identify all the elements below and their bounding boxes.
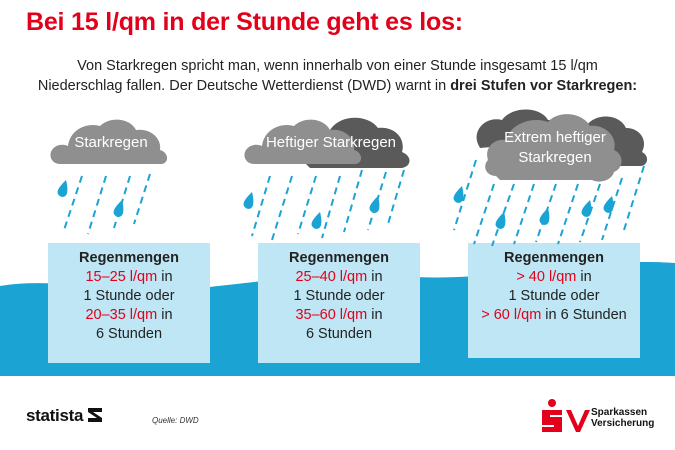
level-1-line-1: 15–25 l/qm in: [48, 268, 210, 287]
rain-illustration: [0, 109, 675, 376]
level-1-box: [48, 243, 210, 363]
level-2-line-3: 35–60 l/qm in: [258, 306, 420, 325]
intro-line-2-text: Niederschlag fallen. Der Deutsche Wetter…: [37, 78, 451, 94]
source-note: Quelle: DWD: [152, 416, 199, 425]
page-title: Bei 15 l/qm in der Stunde geht es los:: [26, 8, 463, 36]
cloud-2-icon: [244, 117, 410, 168]
cloud-1-label: Starkregen: [74, 134, 148, 151]
level-3-line-3: > 60 l/qm in 6 Stunden: [468, 306, 640, 325]
raindrops-level-2: [243, 192, 380, 229]
intro-line-2: Niederschlag fallen. Der Deutsche Wetter…: [0, 76, 675, 96]
intro-line-1: Von Starkregen spricht man, wenn innerha…: [77, 58, 598, 74]
level-3-range-1: > 40 l/qm: [516, 269, 577, 285]
level-2-box: [258, 243, 420, 363]
level-2-range-1: 25–40 l/qm: [295, 269, 368, 285]
level-2-line-2: 1 Stunde oder: [293, 288, 385, 304]
level-3-range-2-suffix: in 6 Stunden: [541, 307, 627, 323]
level-2-range-1-suffix: in: [367, 269, 383, 285]
level-1-range-2-suffix: in: [157, 307, 173, 323]
level-2-range-2: 35–60 l/qm: [295, 307, 368, 323]
insurer-line-2: Versicherung: [591, 418, 655, 429]
level-1-range-1-suffix: in: [157, 269, 173, 285]
level-1-line-3: 20–35 l/qm in: [48, 306, 210, 325]
level-1-line-4: 6 Stunden: [95, 326, 163, 342]
level-3-heading: Regenmengen: [504, 250, 604, 266]
raindrops-level-3: [453, 186, 614, 229]
insurer-name: Sparkassen Versicherung: [591, 407, 654, 429]
level-2-range-2-suffix: in: [367, 307, 383, 323]
level-2-line-1: 25–40 l/qm in: [258, 268, 420, 287]
level-3-box: [468, 243, 640, 358]
intro-text: Von Starkregen spricht man, wenn innerha…: [0, 56, 675, 96]
cloud-2-label: Heftiger Starkregen: [265, 134, 397, 151]
level-2-line-4: 6 Stunden: [305, 326, 373, 342]
raindrops-level-1: [57, 180, 124, 217]
level-1-line-2: 1 Stunde oder: [83, 288, 175, 304]
cloud-3-label: Extrem heftiger Starkregen: [484, 128, 626, 168]
statista-logo: statista: [26, 406, 84, 425]
cloud-3-label-line-2: Starkregen: [518, 149, 592, 166]
intro-line-2-bold: drei Stufen vor Starkregen:: [450, 78, 638, 94]
insurer-line-1: Sparkassen: [591, 407, 648, 418]
level-3-range-2: > 60 l/qm: [481, 307, 542, 323]
cloud-1-icon: [50, 119, 168, 164]
level-3-line-1: > 40 l/qm in: [468, 268, 640, 287]
cloud-3-label-line-1: Extrem heftiger: [504, 129, 606, 146]
level-2-heading: Regenmengen: [289, 250, 389, 266]
rain-level-1: [63, 173, 151, 235]
level-1-range-2: 20–35 l/qm: [85, 307, 158, 323]
level-1-range-1: 15–25 l/qm: [85, 269, 158, 285]
level-3-range-1-suffix: in: [576, 269, 592, 285]
level-1-text: Regenmengen 15–25 l/qm in 1 Stunde oder …: [48, 249, 210, 344]
level-2-text: Regenmengen 25–40 l/qm in 1 Stunde oder …: [258, 249, 420, 344]
level-1-heading: Regenmengen: [79, 250, 179, 266]
level-3-text: Regenmengen > 40 l/qm in 1 Stunde oder >…: [468, 249, 640, 325]
rain-level-2: [251, 169, 405, 241]
cloud-3-icon: [476, 109, 648, 182]
level-3-line-2: 1 Stunde oder: [508, 288, 600, 304]
sparkassen-logo-icon: [542, 399, 590, 432]
statista-mark-icon: [88, 408, 102, 422]
